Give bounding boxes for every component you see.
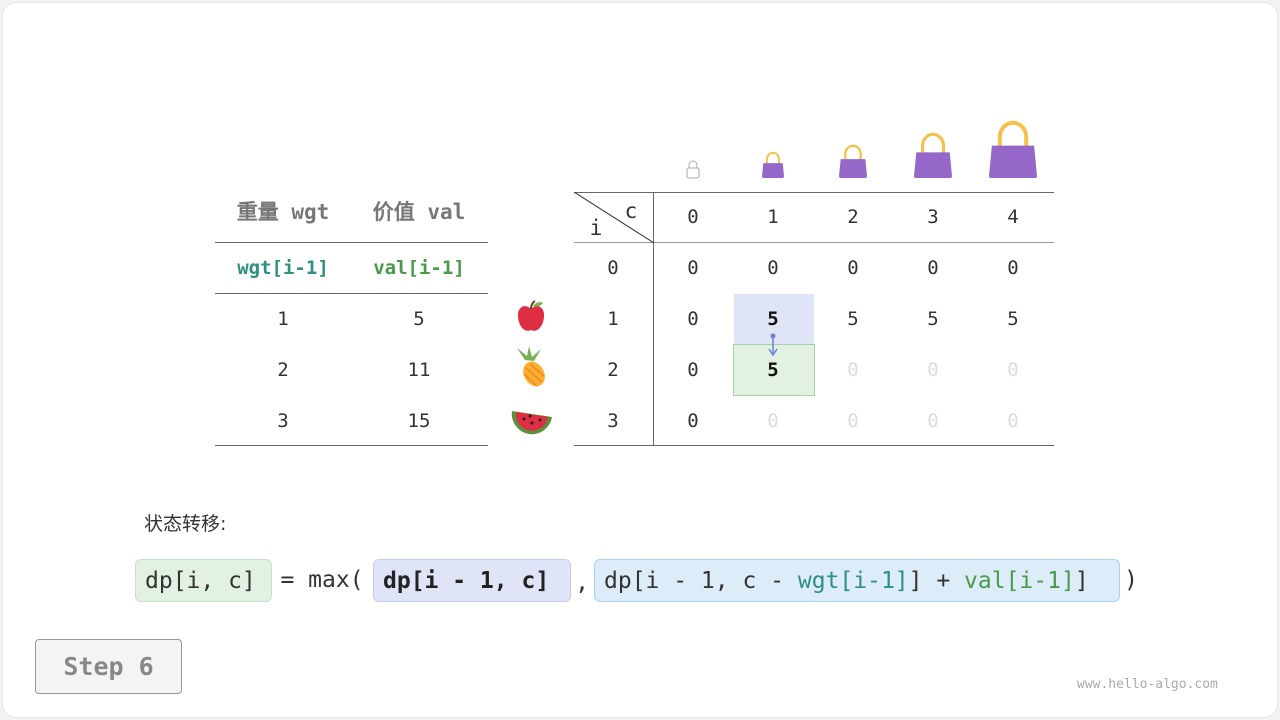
dp-cell: 0	[847, 410, 859, 432]
wgt-cell: 2	[277, 359, 289, 381]
arg2-wgt: wgt[i-1]	[797, 567, 909, 594]
col-header: 2	[847, 206, 859, 228]
dp-cell: 0	[1007, 257, 1019, 279]
dp-cell: 0	[767, 410, 779, 432]
formula-lhs: dp[i, c]	[135, 559, 272, 602]
header-value: 价值 val	[372, 200, 466, 224]
col-header: 3	[927, 206, 939, 228]
dp-cell: 0	[847, 257, 859, 279]
watermelon-icon	[511, 411, 552, 435]
bag-icon	[989, 120, 1037, 178]
wgt-cell: 3	[277, 410, 289, 432]
transition-label: 状态转移:	[144, 513, 227, 535]
val-cell: 5	[413, 308, 425, 330]
formula-arg1: dp[i - 1, c]	[373, 559, 571, 602]
bag-icon	[839, 144, 867, 178]
formula-arg2: dp[i - 1, c - wgt[i-1]] + val[i-1]]	[594, 559, 1120, 602]
dp-cell: 0	[1007, 359, 1019, 381]
dp-cell: 0	[687, 359, 699, 381]
dp-cell: 5	[767, 359, 779, 381]
dp-cell: 0	[927, 257, 939, 279]
subheader-val: val[i-1]	[373, 257, 465, 279]
dp-cell: 0	[687, 308, 699, 330]
wgt-cell: 1	[277, 308, 289, 330]
dp-cell: 0	[927, 410, 939, 432]
col-header: 4	[1007, 206, 1019, 228]
bag-icon	[914, 132, 952, 178]
header-weight: 重量 wgt	[236, 200, 330, 224]
arg2-val: val[i-1]	[964, 567, 1075, 594]
dp-cell: 0	[767, 257, 779, 279]
dp-cell: 0	[687, 257, 699, 279]
val-cell: 11	[407, 359, 431, 381]
apple-icon	[517, 300, 545, 331]
bag-outline-icon	[686, 160, 700, 179]
dp-cell: 5	[767, 308, 779, 330]
val-cell: 15	[407, 410, 431, 432]
subheader-wgt: wgt[i-1]	[237, 257, 329, 279]
dp-cell: 5	[847, 308, 859, 330]
row-header: 2	[607, 359, 619, 381]
transition-arrow	[768, 333, 778, 357]
dp-cell: 0	[847, 359, 859, 381]
col-header: 0	[687, 206, 699, 228]
row-header: 3	[607, 410, 619, 432]
corner-i: i	[589, 216, 603, 240]
corner-diagonal	[574, 192, 654, 244]
dp-cell: 0	[927, 359, 939, 381]
arg2-prefix: dp[i - 1, c -	[604, 567, 798, 594]
dp-cell: 0	[687, 410, 699, 432]
formula-close: )	[1124, 567, 1138, 593]
pineapple-icon	[517, 346, 545, 387]
dp-cell: 5	[1007, 308, 1019, 330]
col-header: 1	[767, 206, 779, 228]
formula-comma: ,	[575, 570, 589, 596]
watermark: www.hello-algo.com	[1077, 677, 1218, 692]
formula-max: = max(	[280, 567, 364, 593]
bag-icon	[762, 151, 784, 178]
dp-cell: 0	[1007, 410, 1019, 432]
corner-c: c	[624, 199, 638, 223]
step-button[interactable]: Step 6	[35, 639, 182, 694]
arg2-mid: ] +	[908, 567, 965, 594]
row-header: 0	[607, 257, 619, 279]
dp-cell: 5	[927, 308, 939, 330]
row-header: 1	[607, 308, 619, 330]
